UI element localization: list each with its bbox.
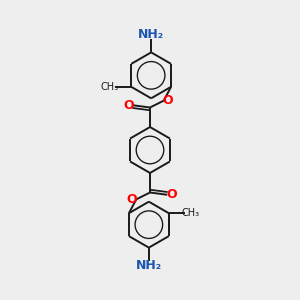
Text: O: O (163, 94, 173, 107)
Text: O: O (166, 188, 177, 201)
Text: CH₃: CH₃ (182, 208, 200, 218)
Text: CH₃: CH₃ (100, 82, 118, 92)
Text: O: O (123, 99, 134, 112)
Text: NH₂: NH₂ (136, 260, 162, 272)
Text: O: O (127, 193, 137, 206)
Text: NH₂: NH₂ (138, 28, 164, 40)
